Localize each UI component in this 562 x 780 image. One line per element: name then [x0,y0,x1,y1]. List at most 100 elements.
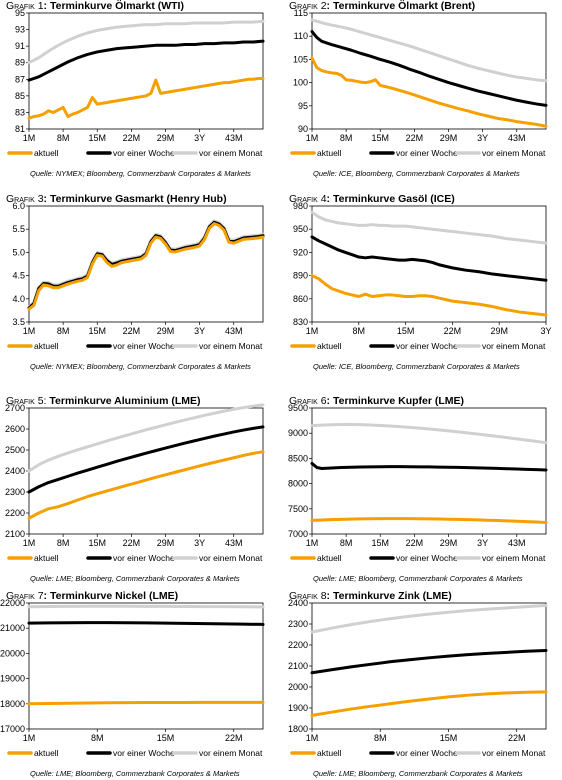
series-line-vor-einem-monat [310,210,548,245]
series-line-aktuell [310,690,548,717]
chart-number: 4 [317,193,327,205]
chart-panel-5: Grafik 5: Terminkurve Aluminium (LME) 210… [0,395,275,585]
series-line-aktuell [27,76,265,120]
chart-label: Grafik [289,0,318,12]
chart-title-text: Terminkurve Gasöl (ICE) [332,193,455,205]
y-tick-label: 83 [15,107,25,117]
chart-title: Grafik 7: Terminkurve Nickel (LME) [6,590,179,602]
legend-label: vor einem Monat [199,341,263,351]
x-tick-label: 15M [371,538,389,548]
plot-frame [311,205,547,323]
y-tick-label: 100 [293,78,308,88]
y-tick-label: 93 [15,25,25,35]
y-tick-label: 1900 [288,703,308,713]
chart-panel-4: Grafik 4: Terminkurve Gasöl (ICE) 830 860 8… [283,193,558,383]
plot-frame [28,205,264,323]
y-tick-label: 8000 [288,479,308,489]
series-line-vor-einem-monat [27,19,265,65]
x-tick-label: 15M [88,326,106,336]
x-tick-label: 22M [123,538,141,548]
y-tick-label: 8500 [288,453,308,463]
chart-panel-8: Grafik 8: Terminkurve Zink (LME) 1800 1900… [283,590,558,780]
plot-frame [28,12,264,130]
series-line-vor-einem-monat [27,403,265,473]
y-tick-label: 20000 [0,648,25,658]
x-tick-label: 15M [88,133,106,143]
x-tick-label: 15M [88,538,106,548]
series-line-vor-einer-woche [310,235,548,282]
x-tick-label: 29M [490,326,508,336]
x-tick-label: 1M [306,133,319,143]
x-tick-label: 43M [508,538,526,548]
chart-title-text: Terminkurve Ölmarkt (Brent) [332,0,476,12]
x-tick-label: 8M [340,133,353,143]
y-tick-label: 95 [298,101,308,111]
line-chart: 7000 7500 8000 8500 9000 9500 1M 8M 15M 22M 29M 3Y 4… [288,403,548,563]
plot-frame [311,407,547,535]
y-tick-label: 115 [294,8,308,18]
x-tick-label: 22M [444,326,462,336]
legend-label: vor einem Monat [199,748,263,758]
series-line-aktuell [310,56,548,128]
chart-number: 3 [34,193,44,205]
x-tick-label: 15M [440,733,458,743]
source-note: Quelle: LME; Bloomberg, Commerzbank Corp… [313,769,523,778]
chart-number: 1 [34,0,44,12]
series-line-vor-einer-woche [27,39,265,82]
x-tick-label: 29M [157,133,175,143]
y-tick-label: 95 [15,8,25,18]
legend-label: aktuell [317,148,342,158]
legend-label: vor einer Woche [113,553,175,563]
series-line-aktuell [310,274,548,317]
x-tick-label: 1M [306,538,319,548]
chart-title-text: Terminkurve Gasmarkt (Henry Hub) [49,193,227,205]
chart-title: Grafik 5: Terminkurve Aluminium (LME) [6,395,201,407]
y-tick-label: 950 [293,224,308,234]
y-tick-label: 81 [15,124,25,134]
y-tick-label: 105 [293,54,308,64]
chart-title: Grafik 8: Terminkurve Zink (LME) [289,590,452,602]
x-tick-label: 1M [23,326,36,336]
chart-number: 2 [317,0,327,12]
x-tick-label: 8M [374,733,387,743]
chart-title: Grafik 3: Terminkurve Gasmarkt (Henry Hu… [6,193,227,205]
series-line-aktuell [27,450,265,520]
chart-panel-6: Grafik 6: Terminkurve Kupfer (LME) 7000 75… [283,395,558,585]
x-tick-label: 3Y [477,538,488,548]
chart-title: Grafik 6: Terminkurve Kupfer (LME) [289,395,465,407]
source-note: Quelle: ICE, Bloomberg, Commerzbank Corp… [313,169,520,178]
x-tick-label: 15M [371,133,389,143]
chart-panel-3: Grafik 3: Terminkurve Gasmarkt (Henry Hu… [0,193,275,383]
y-tick-label: 22000 [0,598,25,608]
x-tick-label: 3Y [194,326,205,336]
y-tick-label: 9500 [288,403,308,413]
chart-title: Grafik 1: Terminkurve Ölmarkt (WTI) [6,0,184,12]
y-tick-label: 830 [293,317,308,327]
x-tick-label: 1M [23,538,36,548]
chart-title: Grafik 4: Terminkurve Gasöl (ICE) [289,193,455,205]
x-tick-label: 8M [57,326,70,336]
series-line-vor-einer-woche [27,425,265,494]
x-tick-label: 1M [23,733,36,743]
legend-label: vor einer Woche [113,748,175,758]
series-line-vor-einem-monat [310,604,548,634]
plot-frame [28,407,264,535]
chart-label: Grafik [289,193,318,205]
legend-label: vor einer Woche [113,148,175,158]
y-tick-label: 2400 [5,466,25,476]
y-tick-label: 110 [294,31,308,41]
legend-label: vor einer Woche [113,341,175,351]
x-tick-label: 15M [397,326,415,336]
legend-label: vor einer Woche [396,341,458,351]
source-note: Quelle: LME; Bloomberg, Commerzbank Corp… [313,574,523,583]
legend-label: aktuell [317,748,342,758]
line-chart: 2100 2200 2300 2400 2500 2600 2700 1M 8M 15M 22M 29… [5,403,265,563]
source-note: Quelle: ICE, Bloomberg, Commerzbank Corp… [313,362,520,371]
x-tick-label: 22M [123,326,141,336]
chart-title: Grafik 2: Terminkurve Ölmarkt (Brent) [289,0,476,12]
legend-label: aktuell [34,553,59,563]
x-tick-label: 1M [306,326,319,336]
y-tick-label: 2200 [288,640,308,650]
y-tick-label: 2100 [288,661,308,671]
x-tick-label: 22M [406,133,424,143]
